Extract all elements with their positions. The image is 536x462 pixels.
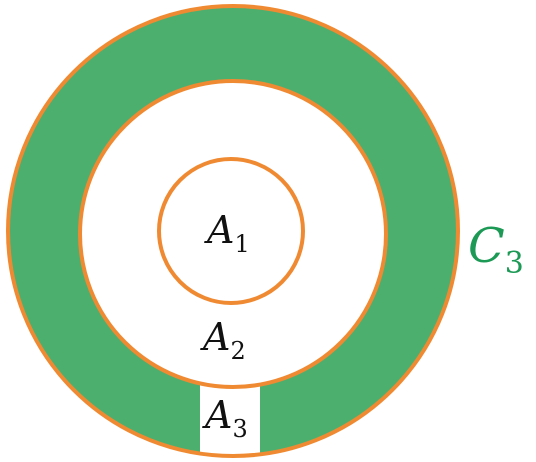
label-a2-sub: 2 [230, 337, 245, 365]
label-a1-sub: 1 [234, 230, 249, 258]
label-c3-base: C [468, 218, 505, 274]
label-a3: A3 [202, 393, 248, 443]
outer-circle [6, 4, 460, 458]
outer-ring-c3-region [8, 6, 458, 456]
label-a3-sub: 3 [232, 415, 247, 443]
inner-circle [157, 157, 305, 305]
middle-circle [78, 79, 388, 389]
label-a1-base: A [204, 208, 234, 252]
label-c3-sub: 3 [505, 246, 524, 281]
ring-gap-a3-region [200, 385, 260, 455]
label-c3: C3 [468, 218, 524, 281]
label-a2: A2 [200, 315, 246, 365]
label-a3-base: A [202, 393, 232, 437]
label-a1: A1 [204, 208, 250, 258]
label-a2-base: A [200, 315, 230, 359]
